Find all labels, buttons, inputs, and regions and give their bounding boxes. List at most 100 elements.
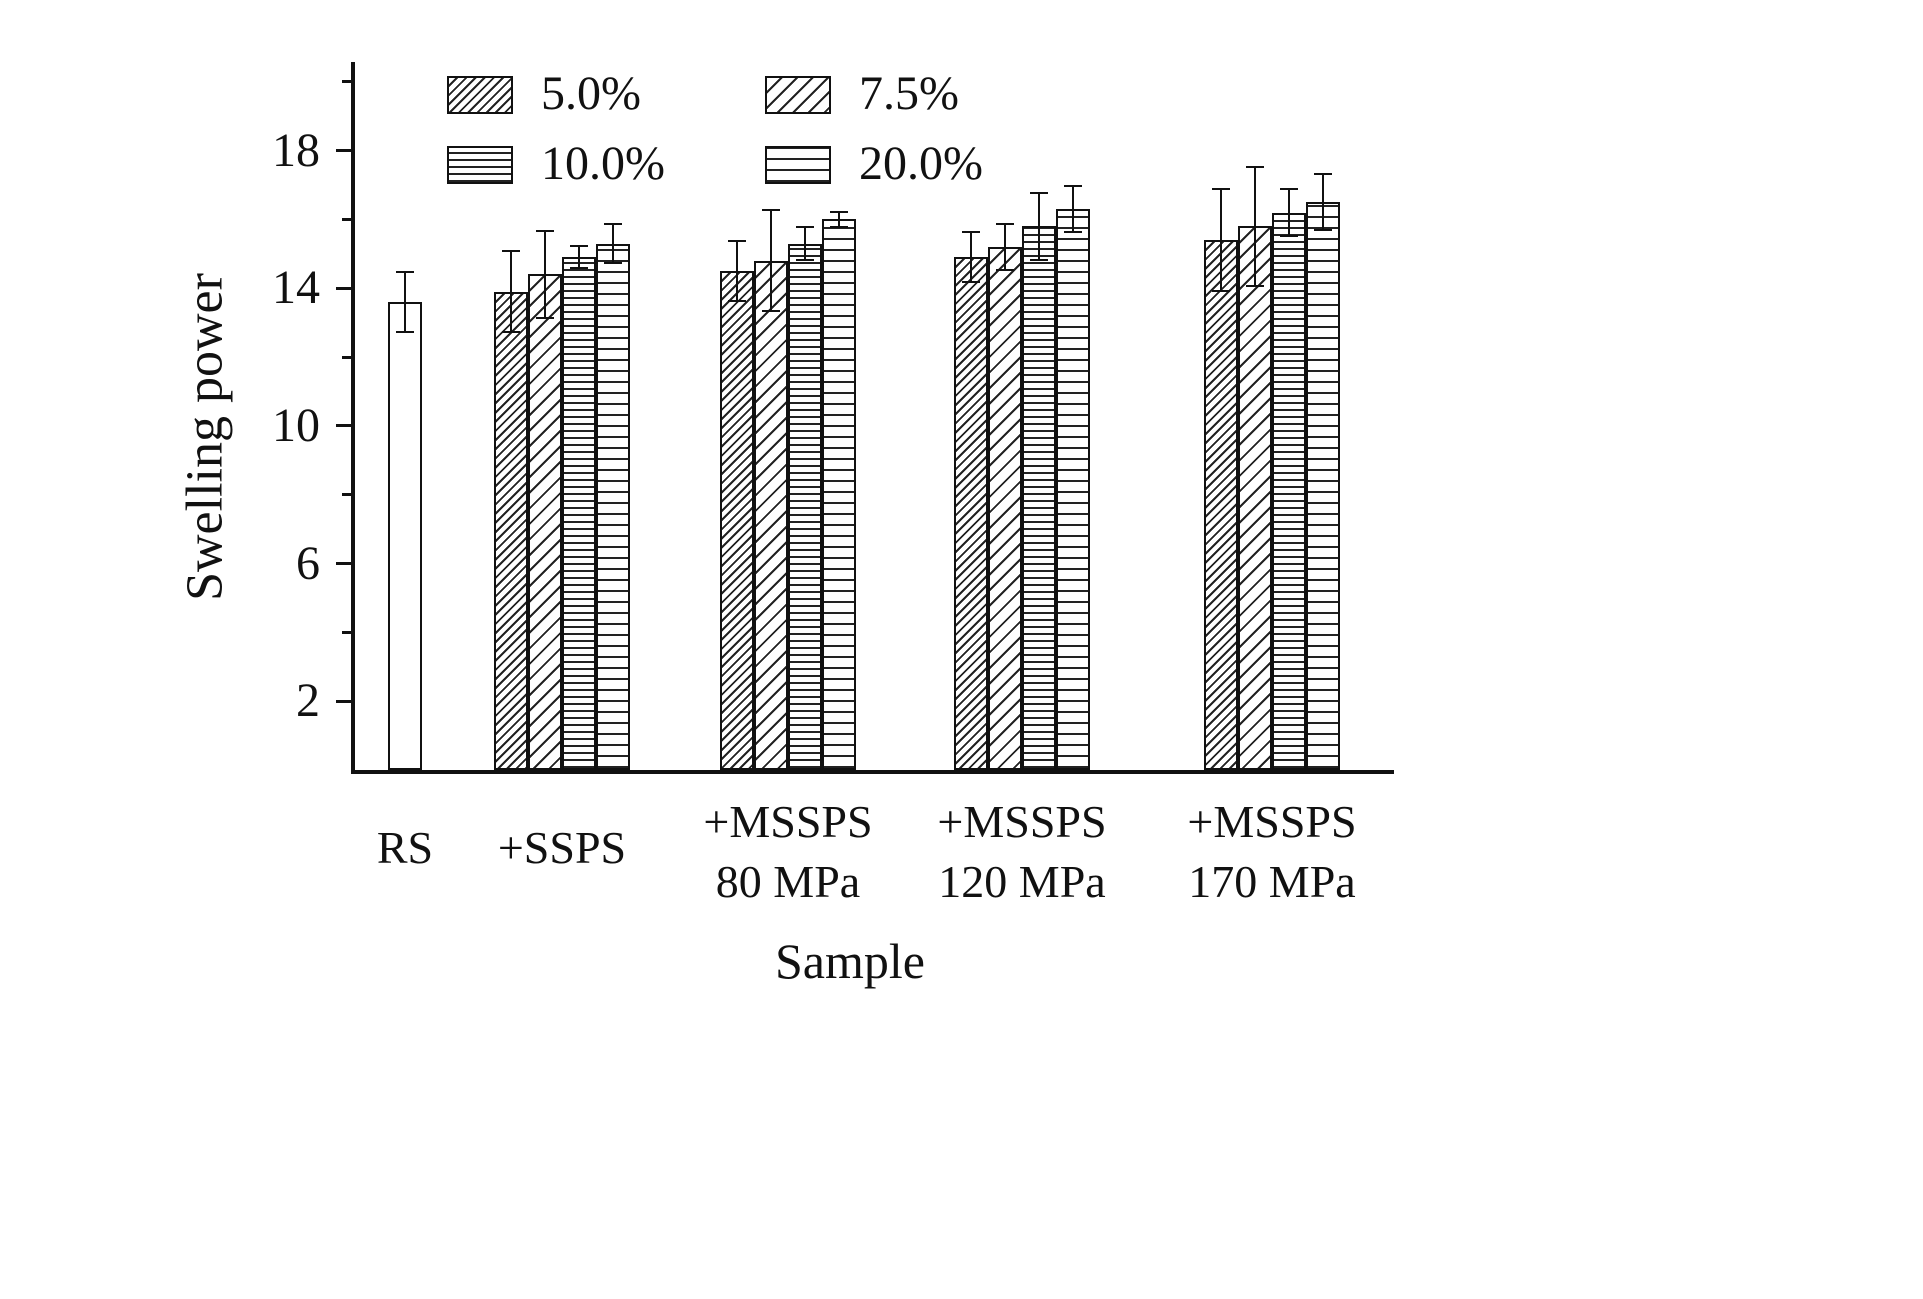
error-bar-cap-bottom — [830, 226, 848, 229]
error-bar-cap-bottom — [1030, 258, 1048, 261]
bar — [1204, 240, 1238, 770]
error-bar-cap-bottom — [604, 262, 622, 265]
legend-swatch — [765, 146, 831, 184]
error-bar-cap-bottom — [396, 330, 414, 333]
x-category-label-line: RS — [376, 822, 434, 873]
y-tick-label: 18 — [272, 123, 320, 177]
y-tick-label: 6 — [296, 536, 320, 590]
legend-label: 20.0% — [859, 137, 983, 190]
y-tick-label: 14 — [272, 261, 320, 315]
x-category-label-line: +MSSPS — [937, 796, 1107, 847]
bar — [562, 257, 596, 770]
error-bar-cap-top — [728, 240, 746, 243]
error-bar-cap-bottom — [502, 330, 520, 333]
error-bar-line — [1220, 188, 1222, 292]
x-category-label: +MSSPS 120 MPa — [862, 792, 1182, 912]
error-bar-cap-top — [1280, 188, 1298, 191]
error-bar-cap-top — [1246, 166, 1264, 169]
error-bar-line — [612, 222, 614, 265]
error-bar-line — [1004, 222, 1006, 272]
bar — [1238, 226, 1272, 770]
error-bar-cap-bottom — [536, 317, 554, 320]
x-category-label: +SSPS — [402, 818, 722, 878]
error-bar-line — [1254, 166, 1256, 287]
error-bar-line — [736, 240, 738, 302]
error-bar-cap-bottom — [1064, 231, 1082, 234]
error-bar-cap-bottom — [796, 258, 814, 261]
y-tick-minor — [342, 80, 351, 84]
error-bar-line — [578, 245, 580, 270]
error-bar-cap-top — [796, 226, 814, 229]
error-bar-line — [1322, 172, 1324, 232]
legend-swatch — [765, 76, 831, 114]
error-bar-cap-top — [1064, 185, 1082, 187]
error-bar-line — [1288, 188, 1290, 237]
x-category-label-line: 120 MPa — [938, 856, 1106, 907]
legend-swatch — [447, 76, 513, 114]
y-tick-minor — [342, 355, 351, 359]
x-category-label: RS — [245, 818, 565, 878]
bar — [528, 274, 562, 770]
error-bar-cap-top — [1030, 191, 1048, 194]
bar — [1306, 202, 1340, 770]
error-bar-cap-bottom — [962, 281, 980, 284]
x-category-label: +MSSPS 170 MPa — [1112, 792, 1432, 912]
x-category-label: +MSSPS 80 MPa — [628, 792, 948, 912]
y-tick-minor — [342, 493, 351, 497]
y-tick-minor — [342, 217, 351, 221]
error-bar-cap-top — [396, 271, 414, 274]
error-bar-line — [544, 229, 546, 320]
y-tick-major — [336, 286, 351, 290]
y-tick-major — [336, 149, 351, 153]
bar — [494, 291, 528, 770]
error-bar-line — [1038, 191, 1040, 261]
error-bar-cap-bottom — [1314, 229, 1332, 232]
error-bar-line — [838, 210, 840, 229]
bar — [788, 243, 822, 770]
x-axis — [351, 770, 1394, 774]
x-category-label-line: 80 MPa — [715, 856, 861, 907]
error-bar-line — [510, 250, 512, 333]
error-bar-line — [404, 271, 406, 333]
x-category-label-line: +SSPS — [497, 822, 627, 873]
x-category-label-line: 170 MPa — [1188, 856, 1356, 907]
error-bar-cap-bottom — [1246, 284, 1264, 287]
legend-label: 10.0% — [541, 137, 665, 190]
legend-swatch — [447, 146, 513, 184]
bar — [1022, 226, 1056, 770]
error-bar-cap-top — [502, 250, 520, 253]
y-tick-major — [336, 562, 351, 566]
error-bar-cap-bottom — [762, 310, 780, 313]
bar — [1056, 209, 1090, 770]
bar — [822, 219, 856, 770]
error-bar-cap-top — [996, 222, 1014, 225]
x-category-label-line: +MSSPS — [1187, 796, 1357, 847]
y-tick-major — [336, 699, 351, 703]
error-bar-cap-bottom — [1280, 234, 1298, 237]
bar — [754, 260, 788, 770]
error-bar-cap-top — [536, 229, 554, 232]
error-bar-cap-bottom — [1212, 289, 1230, 292]
error-bar-cap-bottom — [570, 267, 588, 270]
bar — [388, 302, 422, 770]
error-bar-cap-top — [1314, 172, 1332, 175]
bar — [954, 257, 988, 770]
bar — [988, 246, 1022, 770]
y-tick-minor — [342, 630, 351, 634]
error-bar-cap-top — [604, 222, 622, 225]
error-bar-cap-top — [1212, 188, 1230, 191]
bar — [720, 271, 754, 770]
error-bar-cap-top — [830, 210, 848, 213]
bar — [1272, 212, 1306, 770]
legend-label: 7.5% — [859, 67, 959, 120]
error-bar-cap-bottom — [996, 269, 1014, 272]
y-tick-major — [336, 424, 351, 428]
plot-area: 2 6 10 14 18 5.0% 7.5% 10.0% 20.0% RS +SSPS +MSSPS 8… — [272, 62, 1394, 907]
x-axis-label: Sample — [775, 933, 925, 989]
y-tick-label: 10 — [272, 398, 320, 452]
bar — [596, 243, 630, 770]
error-bar-line — [970, 231, 972, 284]
error-bar-line — [804, 226, 806, 261]
error-bar-line — [1072, 185, 1074, 234]
